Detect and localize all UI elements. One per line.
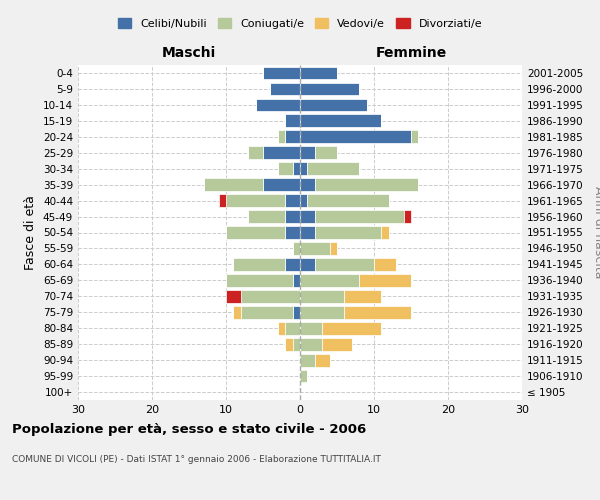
Bar xyxy=(300,82,359,96)
Bar xyxy=(300,98,367,112)
Bar xyxy=(300,162,307,175)
Bar xyxy=(300,66,337,80)
Bar xyxy=(226,194,285,207)
Bar xyxy=(344,306,411,318)
Bar xyxy=(285,210,300,223)
Bar xyxy=(241,290,300,302)
Bar xyxy=(285,338,293,350)
Bar xyxy=(315,226,382,239)
Bar xyxy=(300,258,315,271)
Bar xyxy=(248,146,263,159)
Bar xyxy=(300,338,322,350)
Bar xyxy=(300,370,307,382)
Text: Maschi: Maschi xyxy=(162,46,216,60)
Bar xyxy=(233,258,285,271)
Bar xyxy=(293,162,300,175)
Bar xyxy=(300,274,359,286)
Bar xyxy=(285,226,300,239)
Text: Femmine: Femmine xyxy=(376,46,446,60)
Text: Popolazione per età, sesso e stato civile - 2006: Popolazione per età, sesso e stato civil… xyxy=(12,422,366,436)
Bar xyxy=(285,258,300,271)
Bar xyxy=(278,162,293,175)
Bar xyxy=(315,178,418,191)
Bar xyxy=(315,146,337,159)
Bar xyxy=(322,322,382,334)
Bar xyxy=(300,242,329,255)
Bar xyxy=(241,306,293,318)
Bar xyxy=(293,242,300,255)
Bar xyxy=(329,242,337,255)
Bar xyxy=(226,226,285,239)
Bar xyxy=(315,210,404,223)
Bar xyxy=(307,162,359,175)
Bar xyxy=(344,290,382,302)
Bar xyxy=(300,210,315,223)
Bar xyxy=(300,354,315,366)
Bar xyxy=(382,226,389,239)
Bar xyxy=(285,194,300,207)
Bar xyxy=(300,290,344,302)
Bar xyxy=(411,130,418,143)
Bar xyxy=(263,146,300,159)
Bar xyxy=(293,306,300,318)
Bar xyxy=(404,210,411,223)
Y-axis label: Anni di nascita: Anni di nascita xyxy=(592,186,600,279)
Bar xyxy=(248,210,285,223)
Bar xyxy=(300,322,322,334)
Bar xyxy=(278,130,285,143)
Bar xyxy=(218,194,226,207)
Bar xyxy=(278,322,285,334)
Bar xyxy=(226,274,293,286)
Y-axis label: Fasce di età: Fasce di età xyxy=(25,195,37,270)
Bar xyxy=(293,274,300,286)
Bar xyxy=(315,354,329,366)
Bar xyxy=(263,66,300,80)
Bar xyxy=(300,226,315,239)
Bar xyxy=(285,114,300,127)
Bar xyxy=(263,178,300,191)
Bar xyxy=(359,274,411,286)
Bar xyxy=(204,178,263,191)
Bar xyxy=(233,306,241,318)
Bar xyxy=(271,82,300,96)
Legend: Celibi/Nubili, Coniugati/e, Vedovi/e, Divorziati/e: Celibi/Nubili, Coniugati/e, Vedovi/e, Di… xyxy=(113,14,487,34)
Text: COMUNE DI VICOLI (PE) - Dati ISTAT 1° gennaio 2006 - Elaborazione TUTTITALIA.IT: COMUNE DI VICOLI (PE) - Dati ISTAT 1° ge… xyxy=(12,455,381,464)
Bar xyxy=(307,194,389,207)
Bar xyxy=(300,178,315,191)
Bar xyxy=(226,290,241,302)
Bar xyxy=(293,338,300,350)
Bar xyxy=(300,146,315,159)
Bar xyxy=(285,130,300,143)
Bar xyxy=(315,258,374,271)
Bar xyxy=(300,114,382,127)
Bar xyxy=(374,258,396,271)
Bar xyxy=(285,322,300,334)
Bar xyxy=(256,98,300,112)
Bar xyxy=(300,306,344,318)
Bar xyxy=(300,130,411,143)
Bar xyxy=(300,194,307,207)
Bar xyxy=(322,338,352,350)
